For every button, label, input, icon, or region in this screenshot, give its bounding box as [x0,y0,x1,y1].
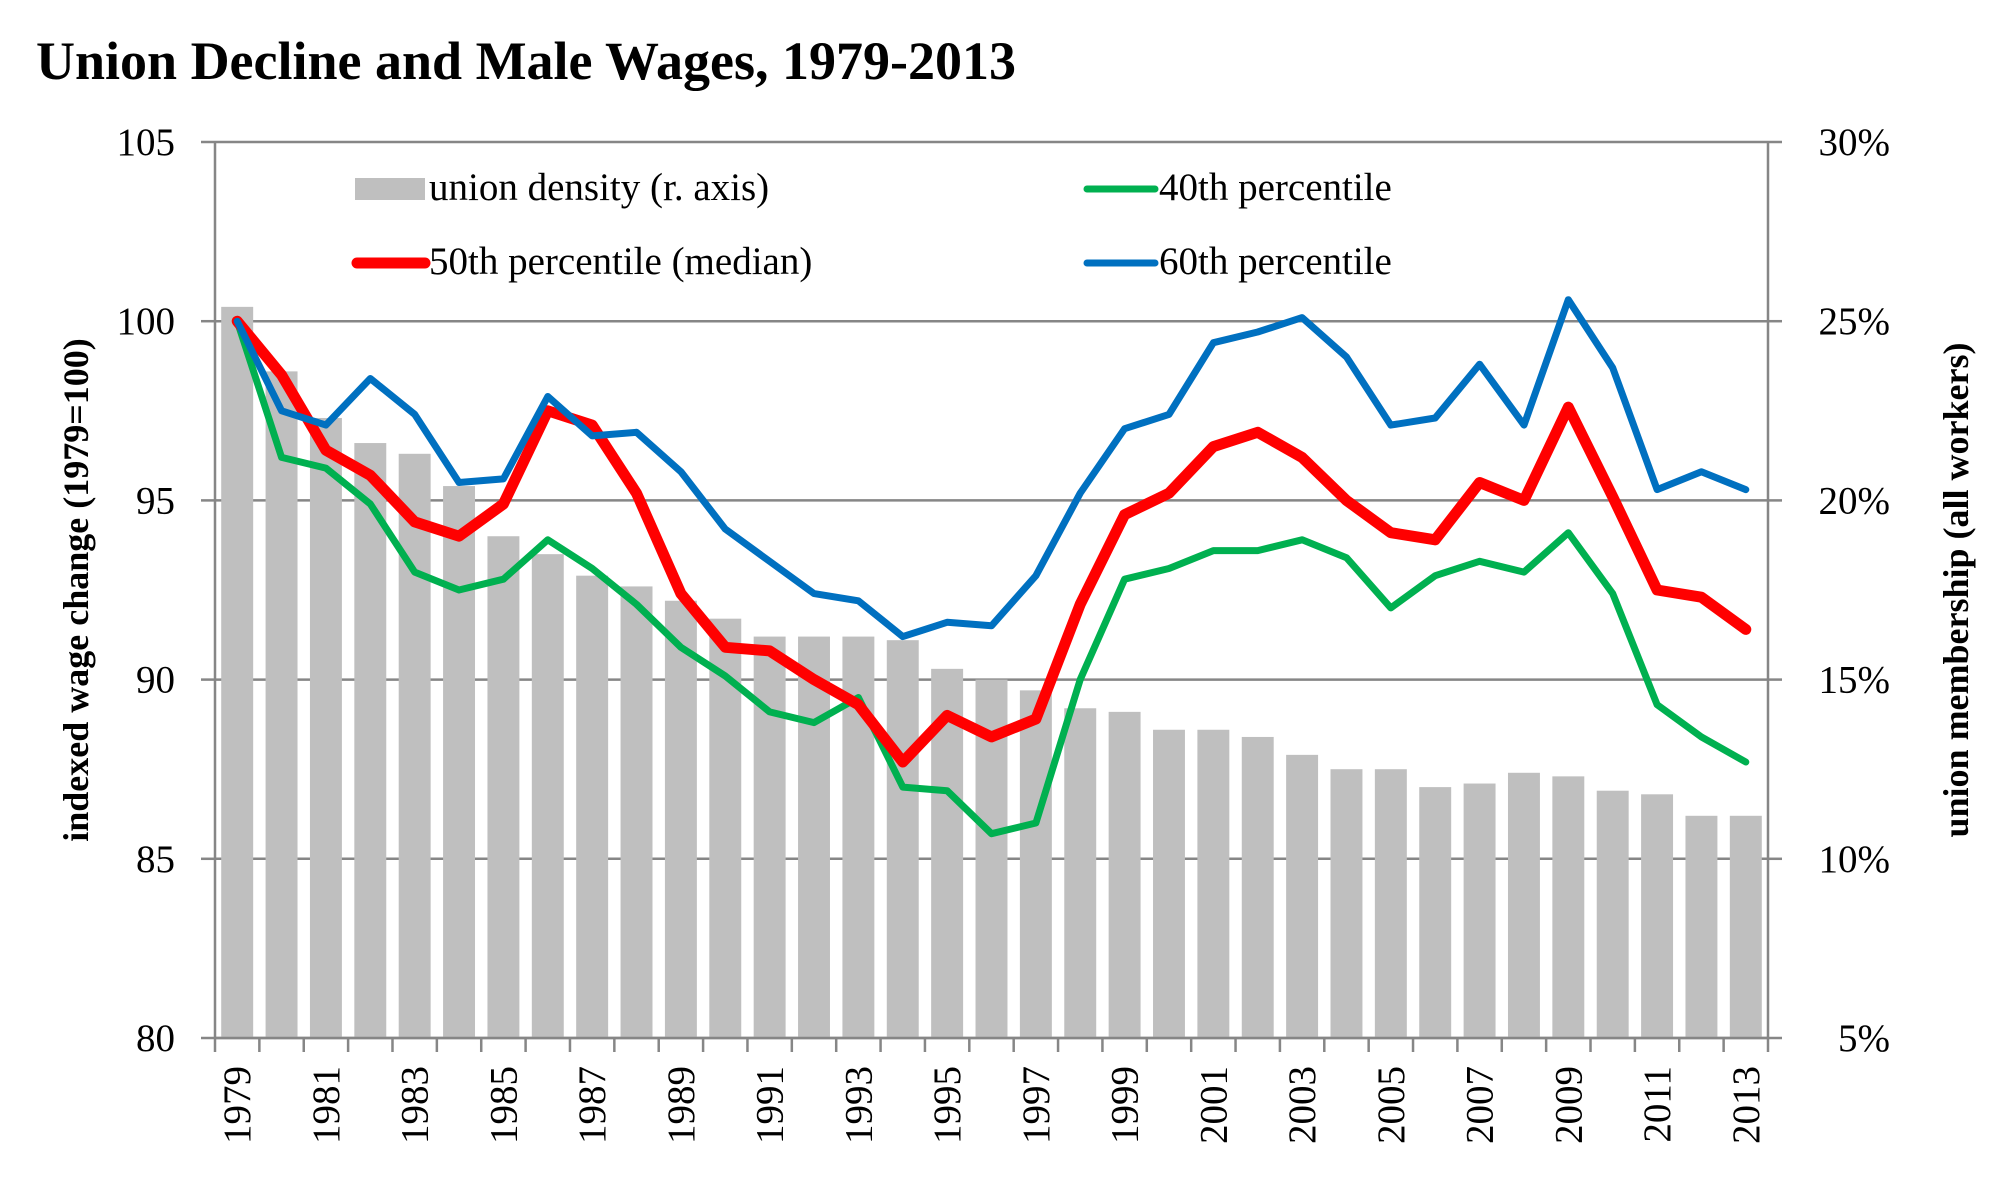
y2-tick-label: 5% [1838,1017,1890,1060]
union-density-bar [443,486,476,1039]
x-tick-label: 2009 [1547,1066,1590,1144]
union-density-bar [265,371,298,1039]
x-tick-label: 1999 [1104,1066,1147,1144]
line-50th-percentile [231,315,1752,768]
legend-label: 40th percentile [1159,166,1392,209]
union-density-bars [221,306,1762,1039]
axes [201,140,1782,1052]
x-tick-label: 1981 [305,1066,348,1144]
chart-title: Union Decline and Male Wages, 1979-2013 [36,31,1017,91]
union-density-bar [1374,769,1407,1038]
legend-label: 50th percentile (median) [429,240,812,283]
union-density-bar [1685,815,1718,1038]
x-tick-label: 1979 [216,1066,259,1144]
y2-tick-label: 15% [1819,659,1891,702]
y-tick-label: 100 [117,300,176,343]
union-density-bar [1153,729,1185,1038]
union-density-bar [1463,783,1496,1038]
legend-item-2: 50th percentile (median) [351,240,812,283]
x-tick-label: 1985 [482,1066,525,1144]
union-density-bar [1330,769,1363,1038]
y-tick-label: 90 [136,659,175,702]
y-tick-label: 95 [136,479,175,522]
union-density-bar [1507,772,1540,1038]
x-tick-label: 2003 [1281,1066,1324,1144]
legend-item-3: 60th percentile [1083,240,1392,283]
x-tick-label: 1993 [837,1066,880,1144]
x-tick-label: 2001 [1192,1066,1235,1144]
union-density-bar [1019,690,1052,1038]
y-axis-title: indexed wage change (1979=100) [56,338,96,842]
union-density-bar [1286,754,1319,1038]
legend: union density (r. axis) 40th percentile 50… [351,166,1392,283]
y-tick-label: 105 [117,121,176,164]
union-density-bar [1064,708,1097,1038]
union-density-bar [1419,787,1452,1038]
union-density-bar [664,600,697,1038]
union-density-bar [798,636,830,1038]
wage-lines [231,296,1752,838]
x-tick-label: 2005 [1370,1066,1413,1144]
y2-tick-label: 10% [1819,838,1891,881]
y2-tick-label: 20% [1819,479,1891,522]
y2-axis-title: union membership (all workers) [1936,343,1976,838]
legend-item-0: union density (r. axis) [355,166,769,209]
legend-swatch-box [355,178,425,200]
legend-label: union density (r. axis) [429,166,769,209]
tick-labels: 80 85 90 95 100 105 5% 10% 15% 20% 25% 30% 1979 1981 1… [117,121,1891,1144]
union-density-bar [221,306,254,1038]
union-density-bar [487,536,520,1038]
union-density-bar [309,417,342,1038]
union-density-bar [1552,776,1585,1038]
x-tick-label: 1991 [749,1066,792,1144]
y2-tick-label: 25% [1819,300,1891,343]
union-density-bar [1241,736,1274,1038]
x-tick-label: 1983 [394,1066,437,1144]
union-density-bar [398,453,431,1039]
line-40th-percentile [233,317,1750,838]
x-tick-label: 1987 [571,1066,614,1144]
legend-item-1: 40th percentile [1083,166,1392,209]
union-density-bar [1641,794,1674,1038]
legend-label: 60th percentile [1159,240,1392,283]
x-tick-label: 1995 [926,1066,969,1144]
y-tick-label: 80 [136,1017,175,1060]
union-density-bar [1108,711,1141,1038]
union-density-bar [576,575,609,1038]
x-tick-label: 1997 [1015,1066,1058,1144]
y-tick-label: 85 [136,838,175,881]
union-density-bar [354,443,387,1038]
line-60th-percentile [233,296,1750,641]
x-tick-label: 2013 [1725,1066,1768,1144]
union-density-bar [1197,729,1230,1038]
x-tick-label: 1989 [660,1066,703,1144]
union-density-bar [1596,790,1629,1038]
union-density-bar [886,640,919,1038]
union-density-bar [620,586,653,1038]
x-tick-label: 2011 [1636,1066,1679,1143]
union-density-bar [531,554,564,1038]
x-tick-label: 2007 [1459,1066,1502,1144]
union-density-bar [753,636,786,1038]
union-density-bar [1729,815,1762,1038]
y2-tick-label: 30% [1819,121,1891,164]
